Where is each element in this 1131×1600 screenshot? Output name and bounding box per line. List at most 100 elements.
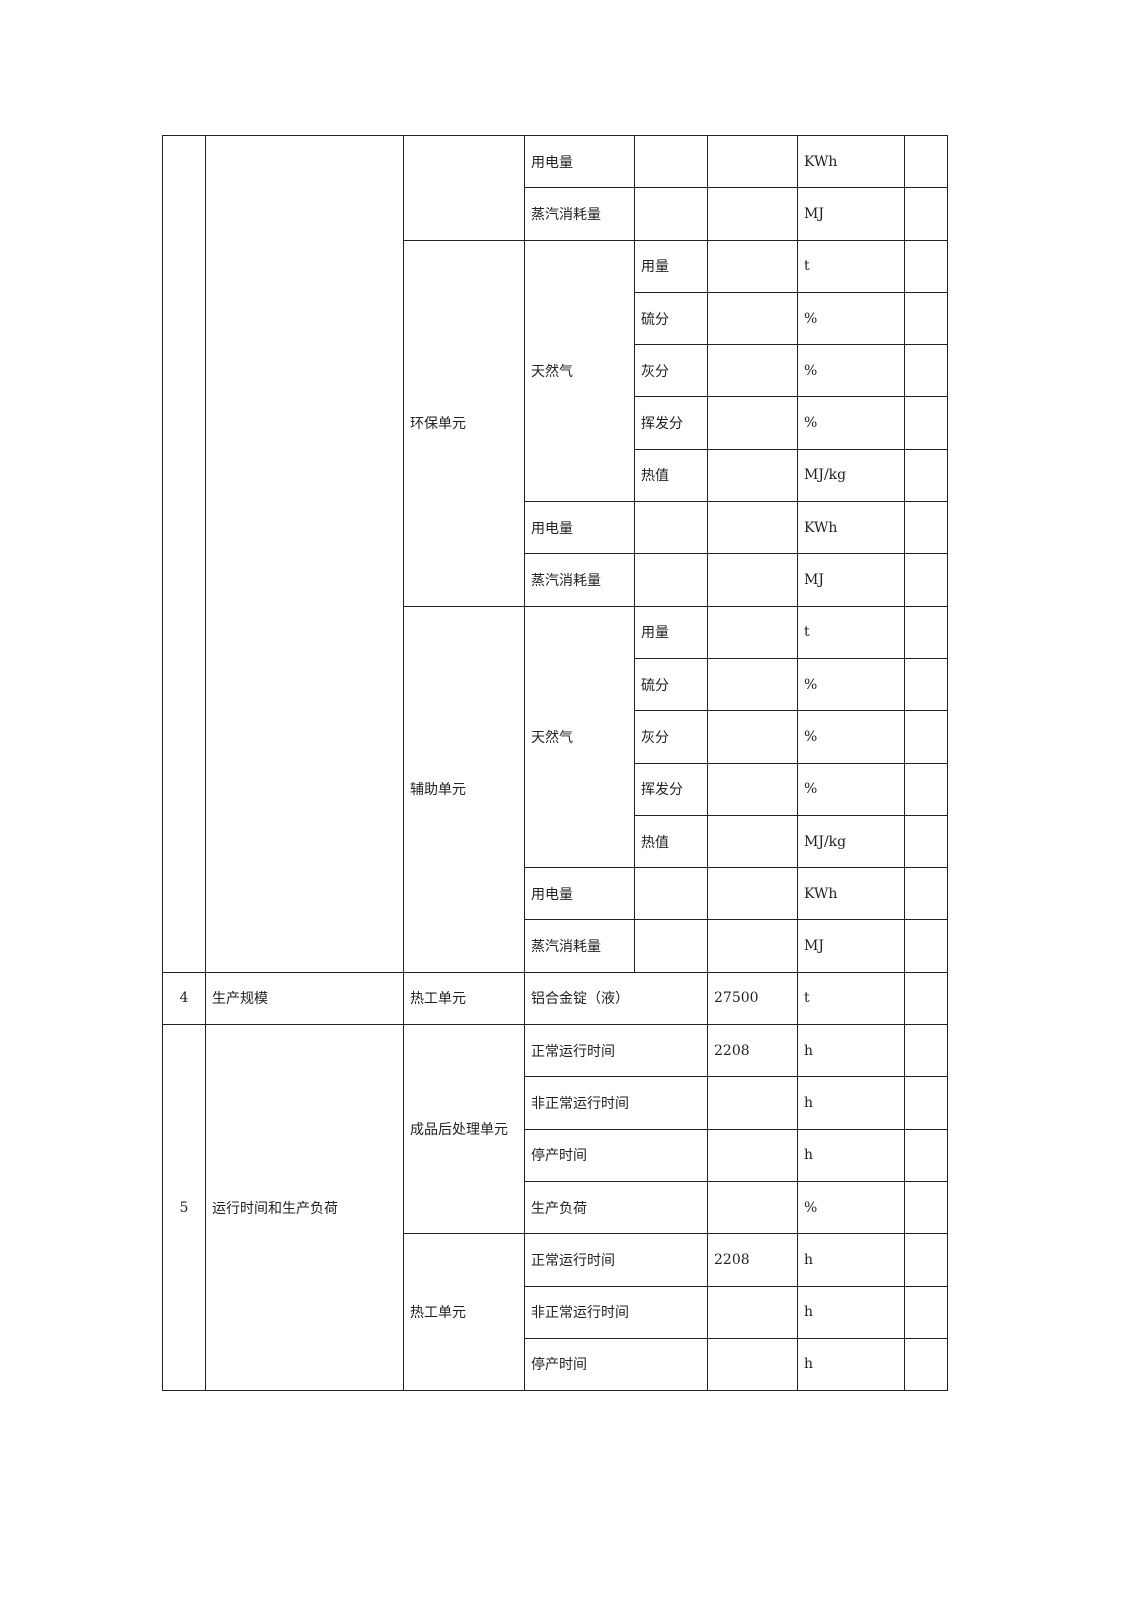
table-cell: h <box>797 1285 905 1339</box>
cell-empty <box>707 134 798 189</box>
cell-empty <box>904 1076 948 1130</box>
cell-empty <box>904 239 948 293</box>
table-cell: 挥发分 <box>634 396 708 450</box>
table-cell: 非正常运行时间 <box>524 1285 708 1339</box>
table-cell: MJ/kg <box>797 814 905 869</box>
table-cell: 挥发分 <box>634 762 708 816</box>
table-cell: 正常运行时间 <box>524 1024 708 1078</box>
table-cell: 蒸汽消耗量 <box>524 553 635 607</box>
table-cell: 热值 <box>634 448 708 503</box>
cell-empty <box>205 135 404 973</box>
cell-empty <box>904 1285 948 1339</box>
label-steam: 蒸汽消耗量 <box>524 187 635 241</box>
cell-empty <box>904 710 948 764</box>
cell-empty <box>707 553 798 607</box>
cell-empty <box>904 605 948 659</box>
table-cell: h <box>797 1076 905 1130</box>
cell-empty <box>707 1285 798 1339</box>
unit: KWh <box>797 134 905 189</box>
table-cell: 用量 <box>634 239 708 293</box>
data-table: 用电量 KWh 蒸汽消耗量 MJ 环保单元 天然气 用量 t 硫分% 灰分% 挥发分% 热… <box>162 134 948 1392</box>
cell-empty <box>707 814 798 869</box>
cell-empty <box>904 762 948 816</box>
cell-empty <box>162 135 206 973</box>
cell-empty <box>904 553 948 607</box>
cell-empty <box>707 605 798 659</box>
cell-empty <box>904 448 948 503</box>
table-cell: 灰分 <box>634 344 708 398</box>
table-cell: % <box>797 1180 905 1235</box>
cell-empty <box>707 501 798 555</box>
cell-empty <box>634 867 708 921</box>
table-cell: % <box>797 710 905 764</box>
cell-empty <box>707 867 798 921</box>
table-cell: % <box>797 762 905 816</box>
table-cell: 非正常运行时间 <box>524 1076 708 1130</box>
cell-empty <box>904 657 948 712</box>
table-cell: 蒸汽消耗量 <box>524 919 635 973</box>
cell-empty <box>904 501 948 555</box>
table-cell: h <box>797 1128 905 1182</box>
table-cell: 用电量 <box>524 867 635 921</box>
table-cell: % <box>797 657 905 712</box>
cell-empty <box>707 448 798 503</box>
cell-empty <box>707 239 798 293</box>
cell-empty <box>904 919 948 973</box>
unit: MJ <box>797 187 905 241</box>
table-cell: 生产规模 <box>205 971 404 1026</box>
cell-empty <box>707 344 798 398</box>
cell-empty <box>707 710 798 764</box>
row-number: 4 <box>162 971 206 1026</box>
table-cell: t <box>797 605 905 659</box>
table-cell: % <box>797 396 905 450</box>
table-cell: 硫分 <box>634 657 708 712</box>
cell-empty <box>634 187 708 241</box>
table-cell: % <box>797 291 905 346</box>
cell-empty <box>634 134 708 189</box>
table-cell: MJ <box>797 919 905 973</box>
unit-env: 环保单元 <box>403 239 525 607</box>
table-cell: t <box>797 239 905 293</box>
table-cell: h <box>797 1233 905 1287</box>
cell-empty <box>403 135 525 241</box>
cell-empty <box>707 1076 798 1130</box>
table-cell: h <box>797 1024 905 1078</box>
cell-empty <box>707 187 798 241</box>
cell-empty <box>634 553 708 607</box>
cell-empty <box>904 396 948 450</box>
cell-empty <box>707 919 798 973</box>
table-cell: MJ <box>797 553 905 607</box>
table-cell: KWh <box>797 867 905 921</box>
cell-empty <box>904 814 948 869</box>
cell-empty <box>707 657 798 712</box>
table-cell: % <box>797 344 905 398</box>
row-number: 5 <box>162 1024 206 1392</box>
cell-empty <box>904 1233 948 1287</box>
cell-empty <box>904 344 948 398</box>
table-cell: 用量 <box>634 605 708 659</box>
label-gas: 天然气 <box>524 239 635 503</box>
cell-empty <box>707 1337 798 1392</box>
table-cell: 铝合金锭（液） <box>524 971 708 1026</box>
table-cell: 热工单元 <box>403 971 525 1026</box>
table-cell: 停产时间 <box>524 1337 708 1392</box>
table-cell: 天然气 <box>524 605 635 869</box>
cell-empty <box>707 1128 798 1182</box>
cell-empty <box>904 867 948 921</box>
table-cell: 用电量 <box>524 501 635 555</box>
cell-empty <box>904 1337 948 1392</box>
cell-empty <box>904 187 948 241</box>
table-cell: 27500 <box>707 971 798 1026</box>
table-cell: 2208 <box>707 1024 798 1078</box>
table-cell: 热工单元 <box>403 1233 525 1392</box>
cell-empty <box>707 762 798 816</box>
table-cell: MJ/kg <box>797 448 905 503</box>
label-power: 用电量 <box>524 134 635 189</box>
cell-empty <box>904 1180 948 1235</box>
table-cell: KWh <box>797 501 905 555</box>
table-cell: 运行时间和生产负荷 <box>205 1024 404 1392</box>
table-cell: 停产时间 <box>524 1128 708 1182</box>
table-row: 4 生产规模 热工单元 铝合金锭（液） 27500 t <box>162 971 948 1026</box>
table-cell: 成品后处理单元 <box>403 1024 525 1235</box>
table-cell: 生产负荷 <box>524 1180 708 1235</box>
